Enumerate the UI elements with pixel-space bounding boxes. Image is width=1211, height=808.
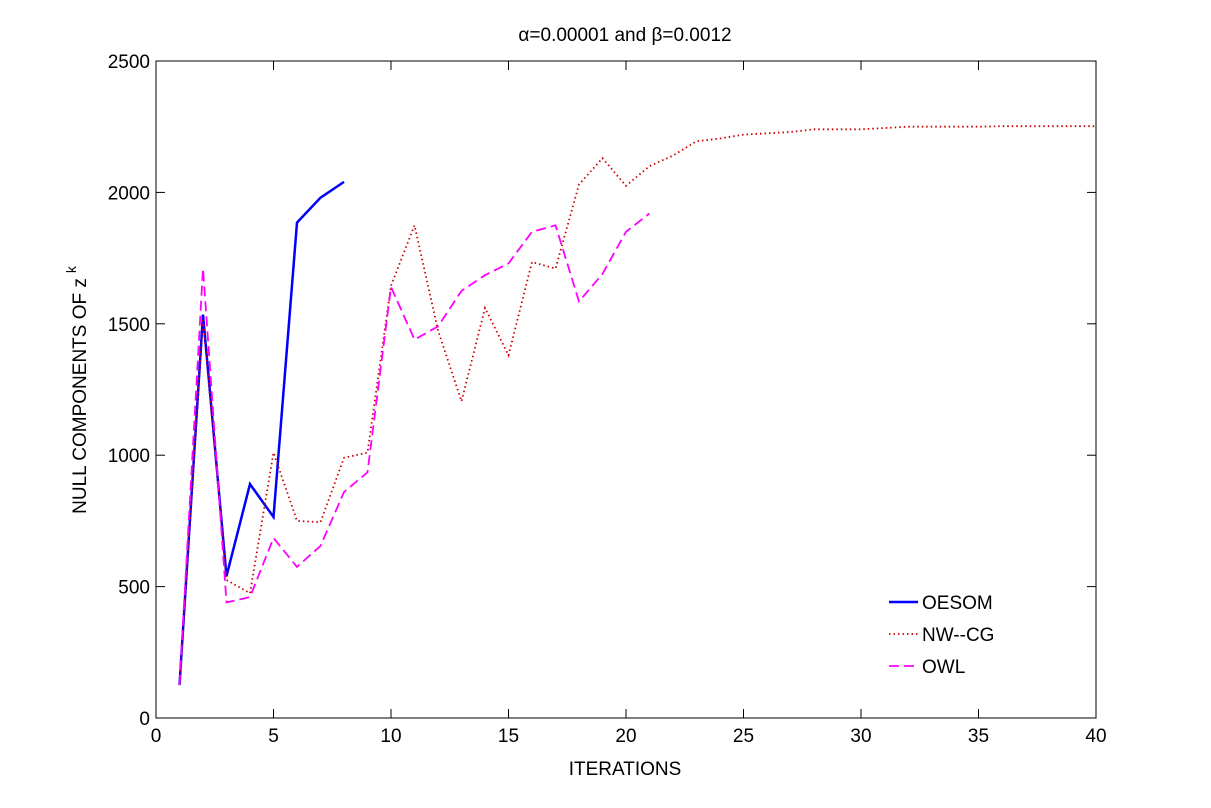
y-tick-label: 1500 — [108, 315, 150, 336]
y-tick-label: 500 — [118, 578, 150, 599]
y-axis-label-main: NULL COMPONENTS OF z — [70, 278, 91, 514]
x-axis-label: ITERATIONS — [569, 759, 682, 780]
y-axis: 0 500 1000 1500 2000 2500 — [108, 52, 1096, 730]
legend: OESOM NW--CG OWL — [889, 593, 994, 678]
y-axis-label-superscript: k — [63, 265, 79, 273]
x-tick-label: 0 — [151, 726, 162, 747]
legend-label: NW--CG — [922, 625, 994, 646]
y-axis-label: NULL COMPONENTS OF z k — [63, 265, 91, 514]
y-tick-label: 1000 — [108, 446, 150, 467]
x-tick-label: 5 — [268, 726, 279, 747]
series-line-owl — [178, 212, 651, 686]
legend-label: OESOM — [922, 593, 993, 614]
y-tick-label: 2000 — [108, 183, 150, 204]
legend-label: OWL — [922, 657, 965, 678]
x-tick-label: 10 — [380, 726, 401, 747]
series-layer — [178, 125, 1096, 686]
x-tick-label: 20 — [615, 726, 636, 747]
y-tick-label: 2500 — [108, 52, 150, 73]
x-tick-label: 35 — [968, 726, 989, 747]
x-tick-label: 30 — [850, 726, 871, 747]
x-tick-label: 25 — [733, 726, 754, 747]
chart-title: α=0.00001 and β=0.0012 — [518, 25, 731, 46]
x-tick-label: 40 — [1085, 726, 1106, 747]
x-tick-label: 15 — [498, 726, 519, 747]
x-axis: 0 5 10 15 20 25 30 35 40 — [151, 61, 1107, 747]
series-line-oesom — [178, 180, 345, 686]
plot-area — [155, 60, 1097, 719]
y-tick-label: 0 — [139, 709, 150, 730]
